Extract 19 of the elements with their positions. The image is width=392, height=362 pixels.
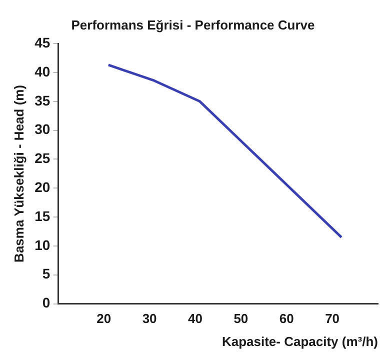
y-tick-label: 45 <box>34 34 50 50</box>
x-tick-label: 20 <box>96 311 112 326</box>
y-tick-label: 40 <box>34 63 50 80</box>
x-tick-label: 70 <box>325 311 340 326</box>
y-tick-label: 20 <box>34 179 50 196</box>
y-tick-label: 30 <box>34 121 50 138</box>
y-tick-label: 15 <box>34 208 50 224</box>
x-tick-label: 50 <box>234 311 248 326</box>
y-tick-label: 25 <box>34 150 50 166</box>
y-tick-label: 35 <box>34 92 50 108</box>
chart-title: Performans Eğrisi - Performance Curve <box>71 17 315 32</box>
y-tick-label: 5 <box>42 266 50 282</box>
y-tick-label: 10 <box>34 236 50 253</box>
x-tick-label: 40 <box>188 311 202 326</box>
y-axis-title: Basma Yüksekliği - Head (m) <box>11 84 26 262</box>
x-axis-title: Kapasite- Capacity (m³/h) <box>222 334 378 349</box>
x-tick-label: 30 <box>142 311 157 326</box>
y-tick-label: 0 <box>42 294 50 311</box>
x-tick-label: 60 <box>279 311 294 326</box>
